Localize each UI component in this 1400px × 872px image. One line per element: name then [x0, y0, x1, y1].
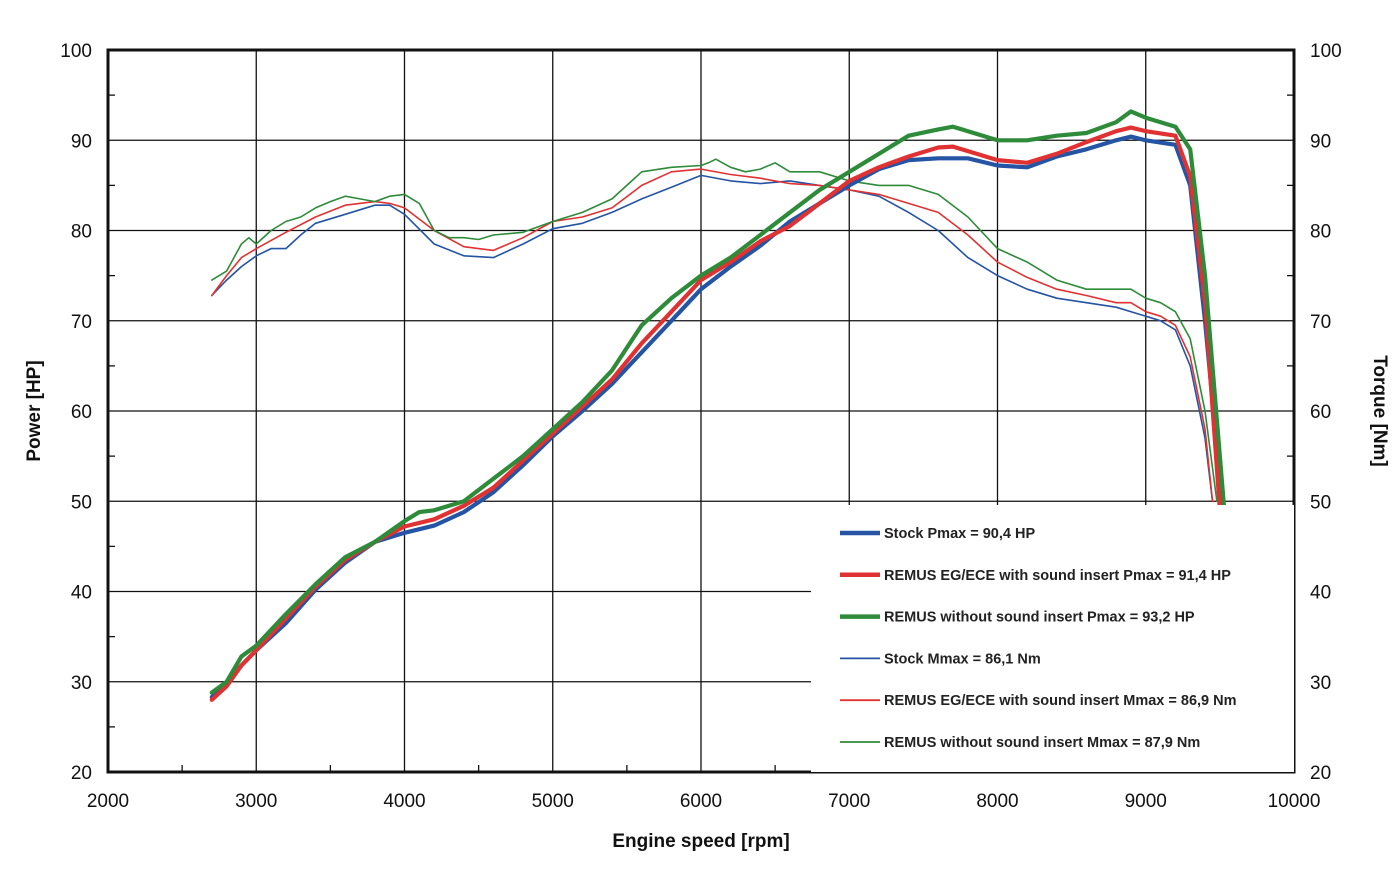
legend: Stock Pmax = 90,4 HP REMUS EG/ECE with so…	[811, 505, 1294, 772]
series-layer	[209, 109, 1227, 702]
series-line-3	[209, 109, 1227, 695]
y-tick-label-left: 100	[60, 41, 92, 62]
axis-ticks: 2000 3000 4000 5000 6000 7000 8000 9000 10000 20 3…	[60, 41, 1341, 812]
x-tick-label: 2000	[87, 791, 129, 812]
y-tick-label-right: 30	[1310, 673, 1331, 694]
x-axis-title: Engine speed [rpm]	[612, 831, 789, 852]
y-axis-title-left: Power [HP]	[24, 360, 45, 461]
legend-box	[811, 505, 1294, 772]
legend-label: Stock Pmax = 90,4 HP	[884, 526, 1035, 542]
series-line-4	[211, 174, 1214, 503]
legend-label: REMUS without sound insert Mmax = 87,9 N…	[884, 735, 1200, 751]
x-tick-label: 6000	[680, 791, 722, 812]
y-tick-label-right: 40	[1310, 583, 1331, 604]
legend-label: Stock Mmax = 86,1 Nm	[884, 651, 1041, 667]
series-line-5	[211, 168, 1214, 503]
y-tick-label-left: 60	[71, 402, 92, 423]
y-tick-label-left: 30	[71, 673, 92, 694]
y-tick-label-right: 100	[1310, 41, 1342, 62]
y-tick-label-left: 90	[71, 131, 92, 152]
x-tick-label: 5000	[532, 791, 574, 812]
y-tick-label-left: 50	[71, 492, 92, 513]
y-tick-label-left: 70	[71, 312, 92, 333]
y-tick-label-right: 20	[1310, 763, 1331, 784]
y-tick-label-right: 80	[1310, 222, 1331, 243]
plot-frame	[106, 48, 1296, 774]
y-tick-label-left: 80	[71, 222, 92, 243]
y-axis-title-right: Torque [Nm]	[1369, 355, 1390, 467]
x-tick-label: 4000	[383, 791, 425, 812]
x-tick-label: 7000	[828, 791, 870, 812]
x-tick-label: 3000	[235, 791, 277, 812]
y-tick-label-left: 20	[71, 763, 92, 784]
y-tick-label-right: 70	[1310, 312, 1331, 333]
y-tick-label-left: 40	[71, 583, 92, 604]
x-tick-label: 10000	[1268, 791, 1321, 812]
series-line-6	[211, 158, 1218, 503]
legend-label: REMUS without sound insert Pmax = 93,2 H…	[884, 610, 1195, 626]
x-tick-label: 9000	[1125, 791, 1167, 812]
x-tick-label: 8000	[976, 791, 1018, 812]
y-tick-label-right: 90	[1310, 131, 1331, 152]
y-tick-label-right: 60	[1310, 402, 1331, 423]
y-tick-label-right: 50	[1310, 492, 1331, 513]
legend-label: REMUS EG/ECE with sound insert Mmax = 86…	[884, 693, 1237, 709]
legend-label: REMUS EG/ECE with sound insert Pmax = 91…	[884, 568, 1231, 584]
